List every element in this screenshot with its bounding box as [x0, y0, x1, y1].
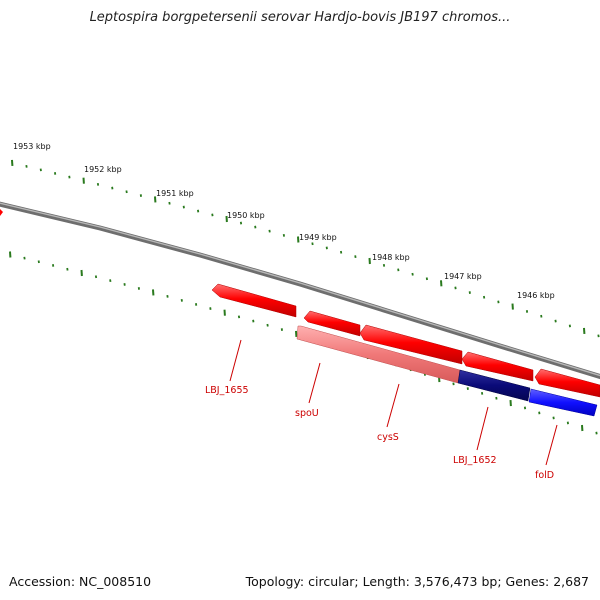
gene-arrow-spou [303, 310, 361, 337]
kbp-label: 1949 kbp [299, 233, 337, 242]
accession-text: Accession: NC_008510 [9, 574, 152, 589]
gene-label-spou: spoU [295, 408, 319, 419]
genome-summary-text: Topology: circular; Length: 3,576,473 bp… [245, 574, 589, 589]
kbp-label: 1953 kbp [13, 142, 51, 151]
gene-arrow-lbj-1652 [461, 351, 534, 382]
gene-fragment-left [0, 209, 3, 216]
gene-arrow-fold [534, 368, 600, 398]
gene-label-lbj-1652: LBJ_1652 [453, 455, 497, 466]
gene-label-lbj-1655: LBJ_1655 [205, 385, 249, 396]
gene-arrow-cyss [359, 324, 463, 365]
gene-label-cyss: cysS [377, 432, 399, 443]
gene-arrow-lbj-1655 [211, 283, 297, 318]
kbp-label: 1946 kbp [517, 291, 555, 300]
outer-scale-ticks [11, 159, 600, 338]
chromosome-backbone [0, 201, 600, 380]
map-title: Leptospira borgpetersenii serovar Hardjo… [89, 10, 511, 25]
gene-bar-fold-reverse [528, 388, 598, 417]
kbp-label: 1947 kbp [444, 272, 482, 281]
kbp-label: 1948 kbp [372, 253, 410, 262]
kbp-label: 1950 kbp [227, 211, 265, 220]
kbp-label: 1951 kbp [156, 189, 194, 198]
gene-bar-lbj-1652-reverse [457, 369, 531, 402]
gene-label-fold: folD [535, 470, 554, 481]
kbp-label: 1952 kbp [84, 165, 122, 174]
label-leaders [229, 339, 558, 466]
inner-scale-ticks [9, 251, 598, 435]
